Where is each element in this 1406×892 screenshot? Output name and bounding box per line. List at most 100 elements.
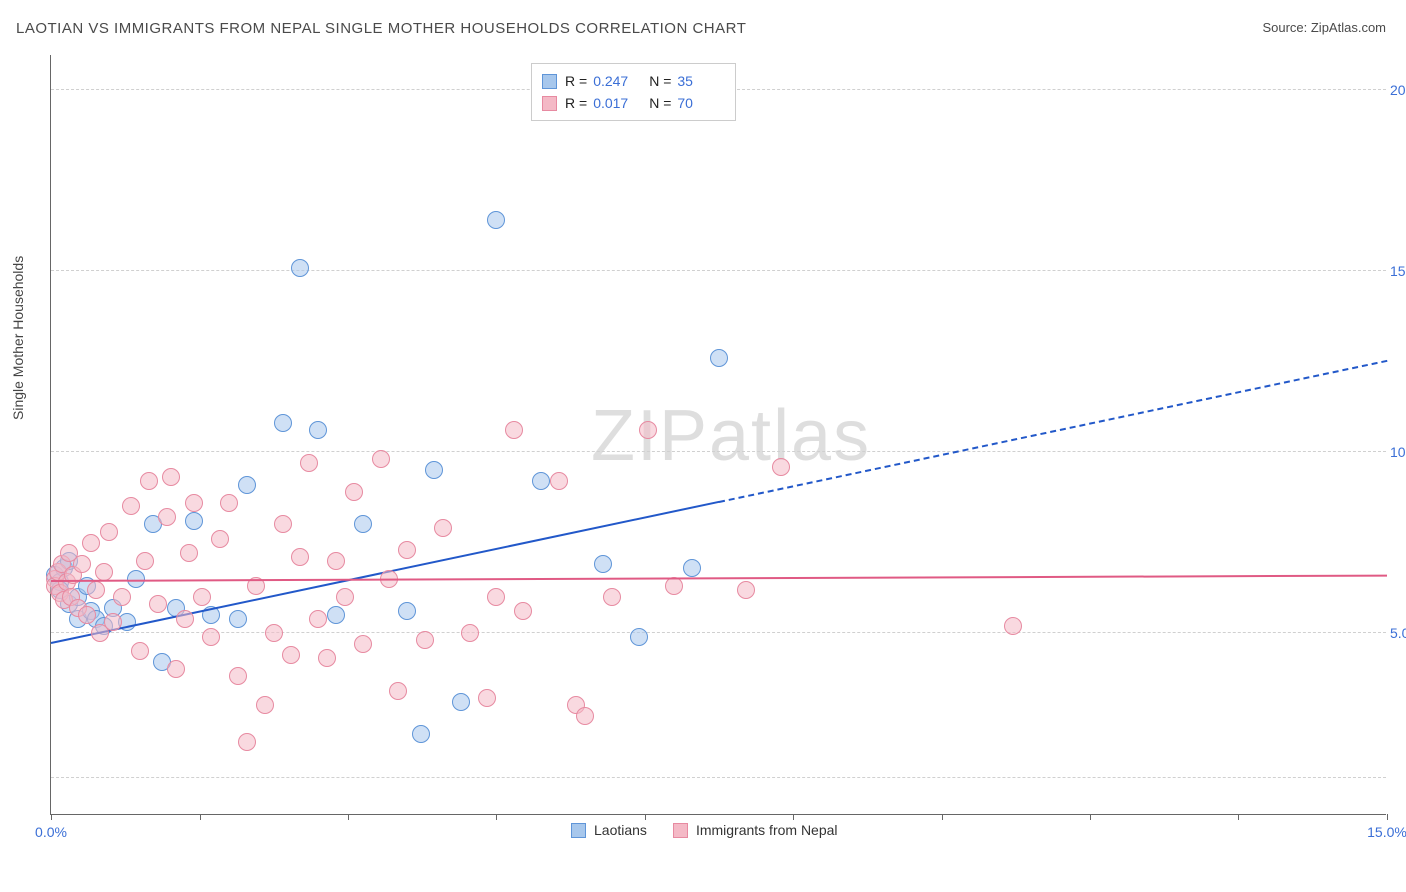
data-point [291,548,309,566]
data-point [327,606,345,624]
data-point [514,602,532,620]
x-tick [496,814,497,820]
data-point [505,421,523,439]
series-legend: Laotians Immigrants from Nepal [571,822,856,838]
x-tick [1387,814,1388,820]
data-point [73,555,91,573]
data-point [487,211,505,229]
legend-label: Immigrants from Nepal [696,822,838,838]
data-point [603,588,621,606]
data-point [710,349,728,367]
data-point [282,646,300,664]
data-point [639,421,657,439]
trend-line [719,360,1387,503]
data-point [220,494,238,512]
y-tick-label: 5.0% [1390,625,1406,641]
data-point [737,581,755,599]
data-point [532,472,550,490]
data-point [104,613,122,631]
watermark: ZIPatlas [591,395,871,477]
data-point [398,541,416,559]
data-point [665,577,683,595]
data-point [345,483,363,501]
data-point [238,733,256,751]
n-value: 70 [677,95,725,111]
data-point [354,515,372,533]
n-label: N = [649,95,671,111]
data-point [550,472,568,490]
data-point [78,606,96,624]
gridline [51,451,1386,452]
data-point [274,515,292,533]
x-tick [1090,814,1091,820]
data-point [300,454,318,472]
x-tick [793,814,794,820]
data-point [131,642,149,660]
data-point [162,468,180,486]
chart-title: LAOTIAN VS IMMIGRANTS FROM NEPAL SINGLE … [16,20,746,37]
y-tick-label: 15.0% [1390,263,1406,279]
data-point [185,494,203,512]
x-tick-label: 15.0% [1367,824,1406,840]
data-point [95,563,113,581]
data-point [594,555,612,573]
r-value: 0.017 [593,95,641,111]
data-point [398,602,416,620]
data-point [630,628,648,646]
data-point [274,414,292,432]
x-tick [1238,814,1239,820]
data-point [291,259,309,277]
data-point [389,682,407,700]
legend-swatch [542,96,557,111]
data-point [100,523,118,541]
gridline [51,777,1386,778]
data-point [193,588,211,606]
x-tick-label: 0.0% [35,824,67,840]
data-point [478,689,496,707]
data-point [309,610,327,628]
data-point [238,476,256,494]
data-point [309,421,327,439]
data-point [87,581,105,599]
legend-row: R = 0.017 N = 70 [542,92,725,114]
data-point [185,512,203,530]
n-label: N = [649,73,671,89]
data-point [140,472,158,490]
legend-row: R =0.247N =35 [542,70,725,92]
legend-label: Laotians [594,822,647,838]
data-point [113,588,131,606]
data-point [122,497,140,515]
data-point [336,588,354,606]
data-point [1004,617,1022,635]
data-point [425,461,443,479]
data-point [256,696,274,714]
x-tick [200,814,201,820]
data-point [416,631,434,649]
gridline [51,270,1386,271]
data-point [452,693,470,711]
legend-swatch [542,74,557,89]
data-point [487,588,505,606]
y-axis-label: Single Mother Households [10,256,26,420]
data-point [202,628,220,646]
data-point [167,660,185,678]
data-point [265,624,283,642]
data-point [158,508,176,526]
gridline [51,632,1386,633]
data-point [176,610,194,628]
y-tick-label: 10.0% [1390,444,1406,460]
legend-swatch [571,823,586,838]
data-point [576,707,594,725]
data-point [149,595,167,613]
data-point [318,649,336,667]
data-point [82,534,100,552]
data-point [412,725,430,743]
data-point [327,552,345,570]
r-value: 0.247 [593,73,641,89]
legend-swatch [673,823,688,838]
data-point [434,519,452,537]
data-point [136,552,154,570]
data-point [683,559,701,577]
x-tick [348,814,349,820]
r-label: R = [565,95,587,111]
